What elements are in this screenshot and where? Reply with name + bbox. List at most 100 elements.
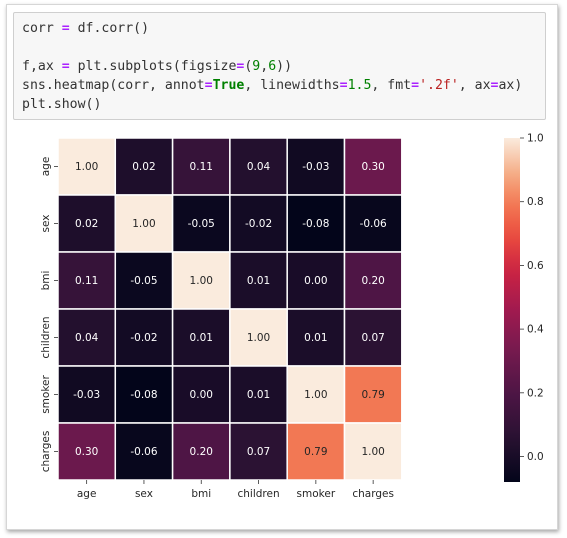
code-token: 1.5 [347,78,372,93]
code-token: = [490,78,499,93]
code-line: plt.show() [22,95,537,114]
code-token: , fmt [371,78,412,93]
cell-annotation: 0.00 [304,275,327,287]
code-line [22,38,537,57]
cell-annotation: -0.08 [302,218,329,230]
code-token: )) [276,59,293,74]
cell-annotation: 0.11 [75,275,98,287]
x-tick-label: sex [135,488,153,500]
cell-annotation: 0.02 [132,161,155,173]
colorbar-tick-label: 0.8 [527,196,544,208]
heatmap-cell [286,137,346,196]
heatmap-cell [171,251,231,310]
colorbar-tick-label: 1.0 [527,133,544,145]
cell-annotation: 0.11 [190,161,213,173]
cell-annotation: 0.04 [247,161,271,173]
code-token: = [204,78,213,93]
cell-annotation: 0.30 [361,161,384,173]
heatmap-cell [229,251,288,310]
cell-annotation: 0.07 [361,332,384,344]
cell-annotation: 0.01 [247,275,270,287]
code-token: = [236,59,245,74]
code-line: f,ax = plt.subplots(figsize=(9,6)) [22,57,537,76]
code-token: plt.show() [22,97,102,112]
cell-annotation: -0.05 [188,218,215,230]
heatmap-cell [286,365,346,424]
colorbar-tick-label: 0.0 [527,451,544,463]
x-tick-label: charges [352,488,394,500]
cell-annotation: 0.01 [190,332,213,344]
code-token: True [212,78,245,93]
heatmap-cell [114,194,174,253]
x-tick-label: bmi [191,488,211,500]
heatmap-cell [57,308,117,367]
code-token: = [339,78,348,93]
x-tick-label: children [237,488,279,500]
heatmap-cell [171,308,231,367]
cell-output: 1.00 0.02 0.11 0.04 -0.03 0.30 0.02 1.00 -0.05 -0… [14,126,546,522]
x-tick-label: age [77,488,97,500]
code-token: df.corr() [69,21,150,36]
heatmap-cell [229,194,288,253]
colorbar-tick-label: 0.6 [527,260,544,272]
cell-annotation: 0.07 [247,446,270,458]
cell-annotation: -0.06 [130,446,157,458]
heatmap-cell [343,137,403,196]
code-token: 6 [268,59,277,74]
heatmap-cell [57,365,117,424]
code-token: ax) [498,78,523,93]
code-token: f,ax [22,59,62,74]
heatmap-cell [229,422,288,481]
cell-annotation: -0.02 [130,332,157,344]
cell-annotation: 0.01 [304,332,327,344]
y-tick-label: smoker [40,375,52,414]
colorbar-tick-label: 0.2 [527,387,544,399]
y-tick-label: age [40,157,52,177]
cell-annotation: 0.01 [247,389,270,401]
cell-annotation: 1.00 [304,389,327,401]
y-tick-label: charges [40,431,52,473]
code-token: corr [22,21,62,36]
cell-annotation: 1.00 [361,446,384,458]
code-line: sns.heatmap(corr, annot=True, linewidths… [22,76,537,95]
cell-annotation: 0.79 [304,446,327,458]
code-token: , ax [458,78,491,93]
cell-annotation: 1.00 [190,275,213,287]
code-token: , linewidths [244,78,340,93]
cell-annotation: -0.06 [360,218,387,230]
cell-annotation: 0.02 [75,218,98,230]
cell-annotation: -0.08 [130,389,157,401]
code-cell[interactable]: corr = df.corr() f,ax = plt.subplots(figs… [13,12,546,120]
cell-annotation: 0.20 [361,275,384,287]
code-token: ( [244,59,253,74]
code-token: '.2f' [419,78,459,93]
heatmap-cell [171,137,231,196]
code-token: plt.subplots(figsize [69,59,237,74]
cell-annotation: -0.03 [73,389,100,401]
heatmap-cell [114,365,174,424]
x-tick-label: smoker [297,488,336,500]
code-token: 9 [252,59,261,74]
cell-annotation: -0.02 [245,218,272,230]
y-tick-label: bmi [40,271,52,291]
code-token: , [260,59,269,74]
cell-annotation: 0.30 [75,446,98,458]
y-tick-label: children [40,316,52,358]
heatmap-cell [286,194,346,253]
heatmap-cell [114,251,174,310]
cell-annotation: 1.00 [75,161,98,173]
code-token: = [411,78,420,93]
heatmap-cell [57,422,117,481]
cell-annotation: -0.03 [302,161,329,173]
cell-annotation: 0.79 [361,389,384,401]
colorbar-tick-label: 0.4 [527,324,544,336]
code-token: = [61,21,70,36]
y-tick-label: sex [40,215,52,233]
cell-annotation: 0.00 [190,389,213,401]
heatmap-cell [229,308,288,367]
correlation-heatmap: 1.00 0.02 0.11 0.04 -0.03 0.30 0.02 1.00 -0.05 -0… [40,133,544,501]
colorbar [504,138,520,482]
code-line: corr = df.corr() [22,19,537,38]
code-token: = [61,59,70,74]
cell-annotation: 1.00 [247,332,270,344]
